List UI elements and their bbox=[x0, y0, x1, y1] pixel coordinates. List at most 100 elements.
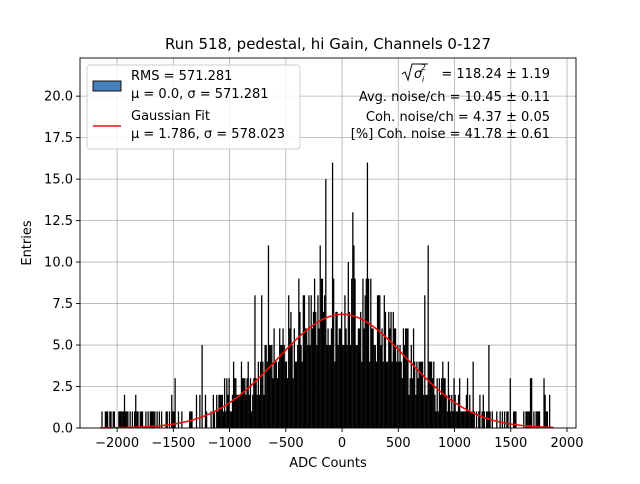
histogram-bin bbox=[401, 378, 403, 428]
legend-label-histogram-params: μ = 0.0, σ = 571.281 bbox=[131, 87, 269, 102]
histogram-bin bbox=[205, 411, 208, 428]
histogram-bin bbox=[463, 411, 465, 428]
histogram-bin bbox=[394, 328, 397, 428]
histogram-bin bbox=[231, 394, 234, 428]
x-tick-label: 1500 bbox=[494, 436, 527, 451]
histogram-bin bbox=[271, 345, 273, 428]
histogram-bin bbox=[391, 361, 393, 428]
histogram-bin bbox=[263, 394, 265, 428]
histogram-bin bbox=[526, 411, 528, 428]
histogram-bin bbox=[398, 361, 400, 428]
histogram-bin bbox=[121, 411, 123, 428]
histogram-bin bbox=[442, 361, 444, 428]
histogram-bin bbox=[317, 295, 319, 428]
histogram-bin bbox=[241, 378, 244, 428]
histogram-bin bbox=[235, 378, 237, 428]
histogram-bin bbox=[195, 394, 198, 428]
histogram-bin bbox=[424, 295, 426, 428]
histogram-bin bbox=[362, 278, 364, 428]
histogram-bin bbox=[120, 411, 122, 428]
histogram-bin bbox=[536, 411, 538, 428]
histogram-bin bbox=[253, 378, 255, 428]
histogram-bin bbox=[421, 361, 424, 428]
histogram-bin bbox=[545, 411, 547, 428]
histogram-bin bbox=[252, 394, 254, 428]
histogram-bin bbox=[289, 328, 291, 428]
histogram-bin bbox=[213, 411, 216, 428]
x-tick-label: −500 bbox=[268, 436, 304, 451]
y-tick-label: 15.0 bbox=[44, 173, 73, 188]
histogram-bin bbox=[450, 411, 452, 428]
histogram-bin bbox=[385, 361, 388, 428]
histogram-bin bbox=[459, 378, 461, 428]
histogram-bin bbox=[390, 311, 392, 428]
histogram-bin bbox=[328, 345, 330, 428]
histogram-bin bbox=[316, 345, 318, 428]
histogram-bin bbox=[166, 411, 168, 428]
legend: RMS = 571.281 μ = 0.0, σ = 571.281 Gauss… bbox=[86, 64, 301, 150]
histogram-bin bbox=[403, 345, 406, 428]
histogram-bin bbox=[345, 328, 347, 428]
histogram-bin bbox=[342, 345, 344, 428]
histogram-bin bbox=[376, 295, 379, 428]
histogram-bin bbox=[408, 394, 410, 428]
histogram-bin bbox=[137, 411, 139, 428]
histogram-bin bbox=[177, 411, 180, 428]
histogram-bin bbox=[417, 378, 419, 428]
histogram-bin bbox=[276, 378, 279, 428]
histogram-bin bbox=[446, 411, 448, 428]
histogram-bin bbox=[471, 411, 473, 428]
histogram-bin bbox=[236, 394, 238, 428]
histogram-bin bbox=[270, 345, 272, 428]
histogram-bin bbox=[311, 328, 313, 428]
histogram-bin bbox=[464, 411, 466, 428]
histogram-bin bbox=[256, 394, 258, 428]
sqrt-symbol bbox=[401, 63, 428, 82]
histogram-bin bbox=[416, 361, 418, 428]
histogram-bin bbox=[400, 361, 402, 428]
histogram-bin bbox=[425, 394, 427, 428]
histogram-bin bbox=[514, 411, 516, 428]
x-tick-label: 2000 bbox=[550, 436, 583, 451]
histogram-bin bbox=[299, 311, 301, 428]
histogram-bin bbox=[189, 411, 191, 428]
y-axis-label: Entries bbox=[20, 220, 35, 266]
histogram-bin bbox=[397, 345, 399, 428]
histogram-bin bbox=[279, 328, 281, 428]
histogram-bin bbox=[454, 394, 456, 428]
histogram-bin bbox=[165, 411, 167, 428]
histogram-bin bbox=[112, 411, 114, 428]
histogram-bin bbox=[219, 394, 221, 428]
histogram-bin bbox=[150, 411, 153, 428]
legend-swatch-histogram bbox=[92, 80, 122, 92]
x-tick-label: −1500 bbox=[151, 436, 195, 451]
histogram-bin bbox=[347, 262, 349, 428]
histogram-bin bbox=[171, 394, 173, 428]
histogram-bin bbox=[443, 378, 445, 428]
histogram-bin bbox=[258, 394, 261, 428]
histogram-bin bbox=[234, 378, 236, 428]
histogram-bin bbox=[361, 361, 363, 428]
histogram-bin bbox=[322, 311, 325, 428]
histogram-bin bbox=[133, 411, 136, 428]
histogram-bin bbox=[473, 411, 475, 428]
histogram-bin bbox=[407, 328, 409, 428]
histogram-bin bbox=[127, 411, 129, 428]
histogram-bin bbox=[145, 411, 147, 428]
histogram-bin bbox=[238, 394, 240, 428]
y-axis-ticks: 0.0 2.5 5.0 7.5 10.0 12.5 15.0 17.5 20.0 bbox=[44, 90, 80, 437]
histogram-bin bbox=[222, 411, 225, 428]
histogram-bin bbox=[470, 411, 472, 428]
histogram-bin bbox=[409, 378, 411, 428]
histogram-bin bbox=[418, 361, 420, 428]
histogram-bin bbox=[255, 378, 257, 428]
histogram-bin bbox=[447, 361, 450, 428]
histogram-bin bbox=[426, 394, 428, 428]
x-tick-label: −2000 bbox=[95, 436, 139, 451]
histogram-bin bbox=[273, 328, 275, 428]
histogram-bin bbox=[160, 411, 163, 428]
sigma-symbol: σ bbox=[414, 67, 423, 82]
histogram-bin bbox=[381, 328, 383, 428]
